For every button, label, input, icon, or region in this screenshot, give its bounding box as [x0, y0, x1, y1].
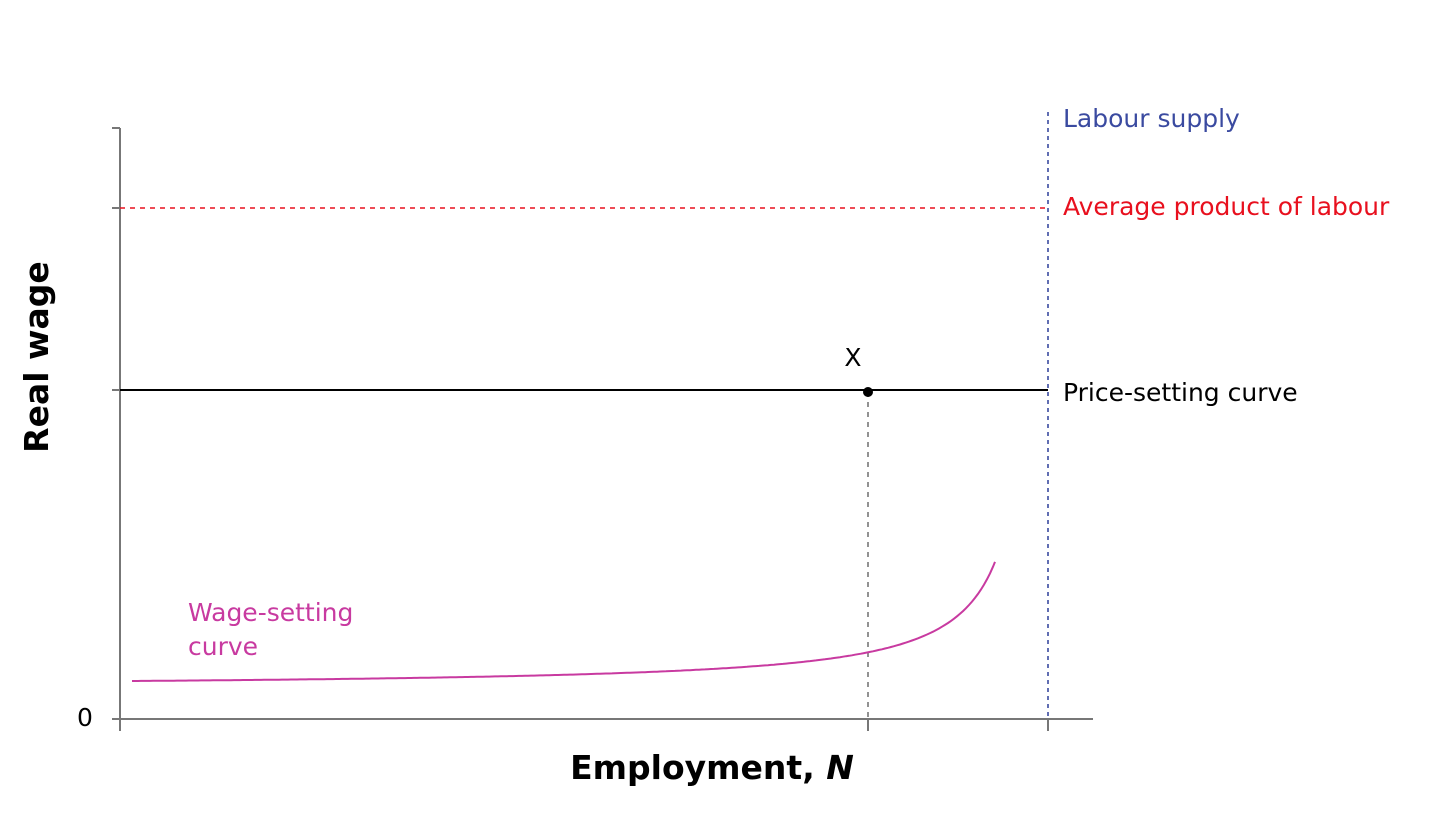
- price-setting-label: Price-setting curve: [1063, 378, 1298, 407]
- origin-label: 0: [77, 703, 93, 732]
- x-axis-title-main: Employment,: [570, 748, 826, 787]
- labour-supply-label: Labour supply: [1063, 104, 1240, 133]
- x-axis-title: Employment, N: [570, 748, 854, 787]
- x-axis-title-variable: N: [826, 748, 854, 787]
- axes: [112, 127, 1093, 731]
- equilibrium-point-label: X: [844, 343, 861, 372]
- average-product-label: Average product of labour: [1063, 192, 1390, 221]
- wage-setting-curve: [132, 561, 996, 682]
- wage-setting-label-line2: curve: [188, 632, 258, 661]
- equilibrium-point: [863, 387, 873, 397]
- wage-setting-label-line1: Wage-setting: [188, 598, 353, 627]
- y-axis-title: Real wage: [17, 261, 56, 453]
